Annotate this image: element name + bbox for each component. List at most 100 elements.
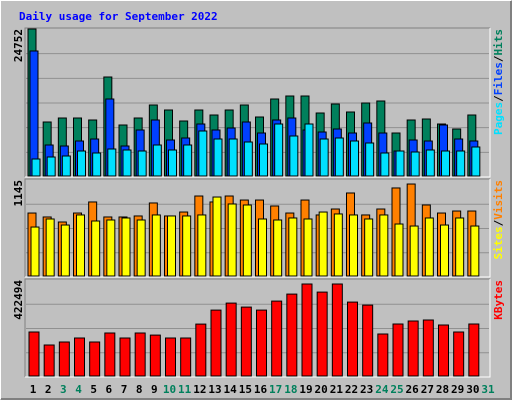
bar: [350, 140, 359, 177]
bar: [409, 225, 419, 277]
panel-bevel-light: [25, 279, 491, 378]
x-tick-label: 7: [121, 383, 128, 396]
y-tick-label: 24752: [12, 29, 25, 62]
legend-entry: Visits: [492, 180, 505, 220]
x-tick-label: 8: [136, 383, 143, 396]
bar: [377, 333, 389, 377]
bar: [92, 152, 102, 177]
bar: [213, 138, 223, 177]
x-tick-label: 24: [375, 383, 389, 396]
bar: [364, 218, 374, 277]
x-tick-label: 15: [239, 383, 252, 396]
panel-bevel-light: [25, 28, 491, 178]
x-tick-label: 13: [208, 383, 221, 396]
bar: [425, 149, 435, 177]
legend: Sites/Visits: [492, 180, 505, 260]
x-tick-label: 28: [436, 383, 449, 396]
bar: [137, 150, 147, 177]
x-tick-label: 16: [254, 383, 268, 396]
bar: [471, 146, 481, 177]
bar: [210, 309, 222, 377]
bar: [468, 323, 480, 377]
bar: [60, 224, 70, 277]
bar: [319, 138, 329, 177]
x-tick-label: 12: [193, 383, 206, 396]
bar: [380, 152, 390, 177]
legend-separator: /: [492, 55, 505, 62]
bar: [227, 203, 237, 277]
bar: [456, 150, 466, 177]
x-tick-label: 17: [269, 383, 282, 396]
bar: [271, 300, 283, 377]
bar: [43, 344, 55, 377]
bar: [46, 156, 56, 177]
bar: [347, 301, 358, 377]
bar: [29, 50, 39, 177]
x-tick-label: 19: [299, 383, 312, 396]
bar: [422, 319, 434, 377]
bar: [168, 149, 177, 177]
bar: [58, 341, 70, 377]
x-tick-label: 4: [75, 383, 82, 396]
bar: [453, 331, 465, 377]
bar: [122, 149, 132, 177]
bar: [228, 138, 238, 177]
panel-bevel-dark: [24, 278, 490, 377]
bar: [365, 142, 375, 177]
x-tick-label: 29: [451, 383, 464, 396]
bar: [288, 217, 298, 277]
bar: [152, 144, 162, 177]
bar: [394, 223, 404, 277]
x-tick-label: 5: [90, 383, 97, 396]
legend-separator: /: [492, 95, 505, 102]
x-tick-label: 6: [106, 383, 113, 396]
legend-entry: Pages: [492, 102, 505, 135]
bar: [441, 150, 450, 177]
x-tick-label: 26: [406, 383, 420, 396]
bar: [76, 214, 85, 277]
bar: [334, 137, 344, 177]
bar: [286, 293, 298, 377]
bar: [225, 302, 237, 377]
bar: [259, 143, 268, 177]
x-tick-label: 21: [330, 383, 344, 396]
x-tick-label: 14: [224, 383, 238, 396]
bar: [77, 150, 86, 177]
bar: [438, 324, 449, 377]
bar: [331, 283, 343, 377]
bar: [107, 148, 117, 177]
x-tick-label: 1: [30, 383, 37, 396]
bar: [379, 214, 389, 277]
x-tick-label: 11: [178, 383, 192, 396]
bar: [180, 337, 192, 377]
bar: [198, 130, 208, 177]
legend: Pages/Files/Hits: [492, 29, 505, 135]
bar: [303, 218, 313, 277]
bar: [455, 217, 465, 277]
x-tick-label: 23: [360, 383, 373, 396]
bar: [89, 341, 101, 377]
bar: [121, 217, 131, 277]
panel-bevel-light: [25, 179, 491, 278]
bar: [349, 214, 358, 277]
bar: [212, 196, 222, 277]
x-tick-label: 31: [481, 383, 495, 396]
panel-bevel-dark: [24, 178, 490, 277]
x-tick-label: 25: [390, 383, 403, 396]
legend: KBytes: [492, 280, 505, 320]
bar: [134, 332, 146, 377]
legend-entry: Hits: [492, 29, 505, 56]
bar: [318, 211, 328, 277]
bar: [333, 213, 343, 277]
x-tick-label: 30: [466, 383, 479, 396]
bar: [289, 135, 299, 177]
x-tick-label: 22: [345, 383, 358, 396]
bar: [410, 151, 420, 177]
bar: [197, 214, 207, 277]
bar: [91, 220, 101, 277]
x-tick-label: 18: [284, 383, 297, 396]
bar: [470, 225, 480, 277]
legend-separator: /: [492, 219, 505, 226]
